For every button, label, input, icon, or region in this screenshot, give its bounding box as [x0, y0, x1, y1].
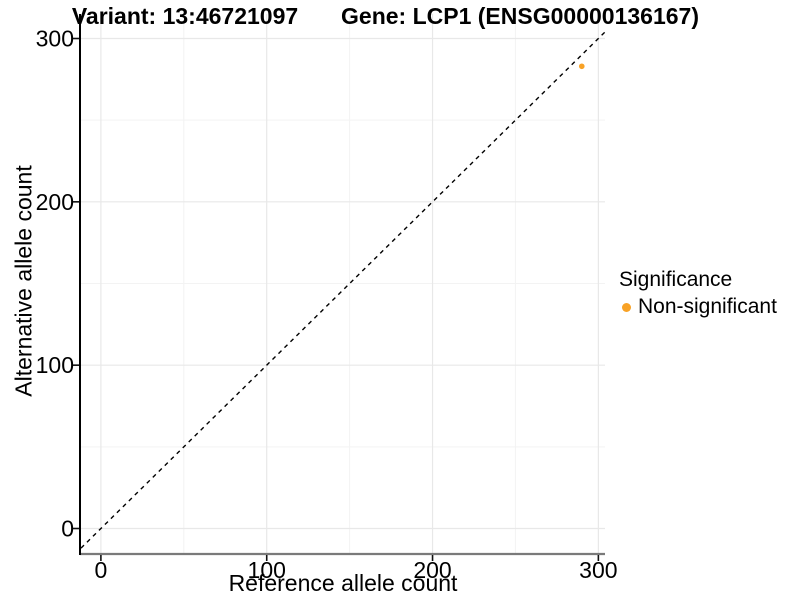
legend-item-label: Non-significant [638, 295, 777, 318]
y-tick-label: 300 [36, 26, 74, 52]
x-tick-label: 0 [95, 557, 108, 583]
data-point [578, 63, 585, 70]
x-tick-label: 100 [248, 557, 286, 583]
identity-reference-line [80, 31, 606, 549]
y-tick-label: 200 [36, 189, 74, 215]
legend-item-non-significant: Non-significant [619, 295, 777, 319]
plot-title-gene: Gene: LCP1 (ENSG00000136167) [341, 3, 699, 29]
y-tick-label: 0 [61, 516, 74, 542]
x-tick-label: 300 [579, 557, 617, 583]
legend: Significance Non-significant [619, 268, 777, 319]
x-tick-label: 200 [413, 557, 451, 583]
legend-point-swatch [622, 302, 631, 312]
x-axis-title: Reference allele count [228, 570, 458, 596]
plot-title-variant: Variant: 13:46721097 [71, 3, 299, 29]
y-tick-label: 100 [36, 352, 74, 378]
y-axis-title: Alternative allele count [10, 165, 37, 397]
legend-title: Significance [619, 268, 733, 291]
